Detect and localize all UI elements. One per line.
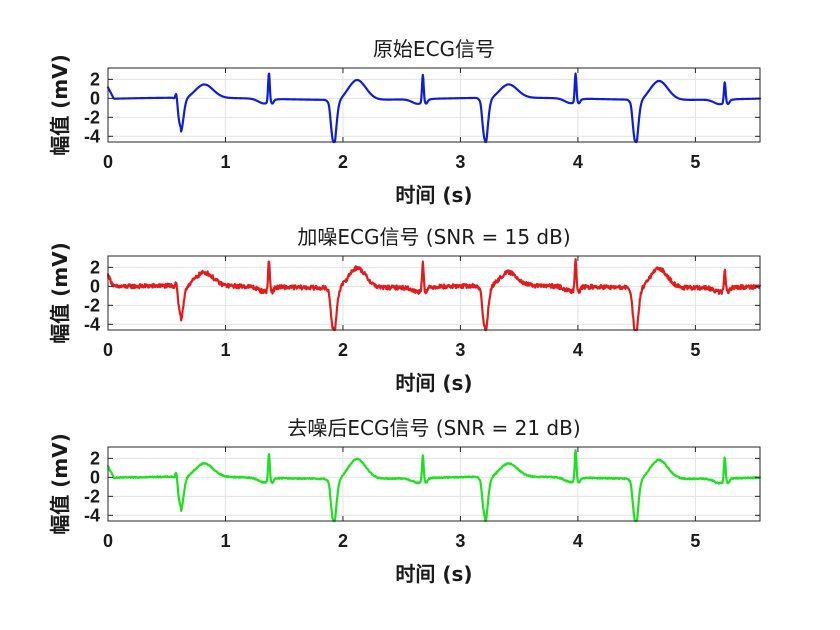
x-tick-label: 2 [338, 531, 348, 551]
x-axis-label: 时间 (s) [395, 183, 472, 207]
x-tick-label: 4 [573, 152, 583, 172]
y-tick-label: 0 [90, 88, 100, 108]
y-axis-label: 幅值 (mV) [48, 54, 72, 156]
y-tick-label: -2 [84, 107, 100, 127]
chart-title: 加噪ECG信号 (SNR = 15 dB) [297, 225, 570, 249]
ecg-trace-line [106, 449, 762, 523]
y-tick-label: 2 [90, 257, 100, 277]
x-tick-label: 1 [220, 531, 230, 551]
axes-frame [107, 67, 761, 143]
plot-area [108, 68, 760, 142]
y-axis-label: 幅值 (mV) [48, 242, 72, 344]
x-tick-label: 2 [338, 152, 348, 172]
plot-area [108, 256, 760, 330]
x-tick-label: 3 [455, 340, 465, 360]
x-tick-label: 3 [455, 531, 465, 551]
y-tick-label: -4 [84, 126, 100, 146]
chart-title: 去噪后ECG信号 (SNR = 21 dB) [287, 416, 580, 440]
x-tick-label: 3 [455, 152, 465, 172]
y-tick-label: 2 [90, 69, 100, 89]
chart-title: 原始ECG信号 [373, 37, 495, 61]
y-tick-label: 0 [90, 276, 100, 296]
ecg-trace-line [106, 258, 762, 332]
x-tick-label: 1 [220, 340, 230, 360]
x-tick-label: 5 [690, 152, 700, 172]
x-axis-label: 时间 (s) [395, 371, 472, 395]
x-tick-label: 0 [103, 340, 113, 360]
x-tick-label: 4 [573, 531, 583, 551]
x-tick-label: 2 [338, 340, 348, 360]
x-axis-label: 时间 (s) [395, 562, 472, 586]
y-axis-label: 幅值 (mV) [48, 433, 72, 535]
y-tick-label: 2 [90, 448, 100, 468]
x-tick-label: 0 [103, 531, 113, 551]
y-tick-label: -2 [84, 295, 100, 315]
y-tick-label: 0 [90, 467, 100, 487]
ecg-trace-line [106, 72, 762, 144]
x-tick-label: 0 [103, 152, 113, 172]
x-tick-label: 4 [573, 340, 583, 360]
axes-frame [107, 446, 761, 522]
x-tick-label: 5 [690, 531, 700, 551]
x-tick-label: 5 [690, 340, 700, 360]
plot-area [108, 447, 760, 521]
y-tick-label: -4 [84, 314, 100, 334]
y-tick-label: -4 [84, 505, 100, 525]
y-tick-label: -2 [84, 486, 100, 506]
axes-frame [107, 255, 761, 331]
x-tick-label: 1 [220, 152, 230, 172]
